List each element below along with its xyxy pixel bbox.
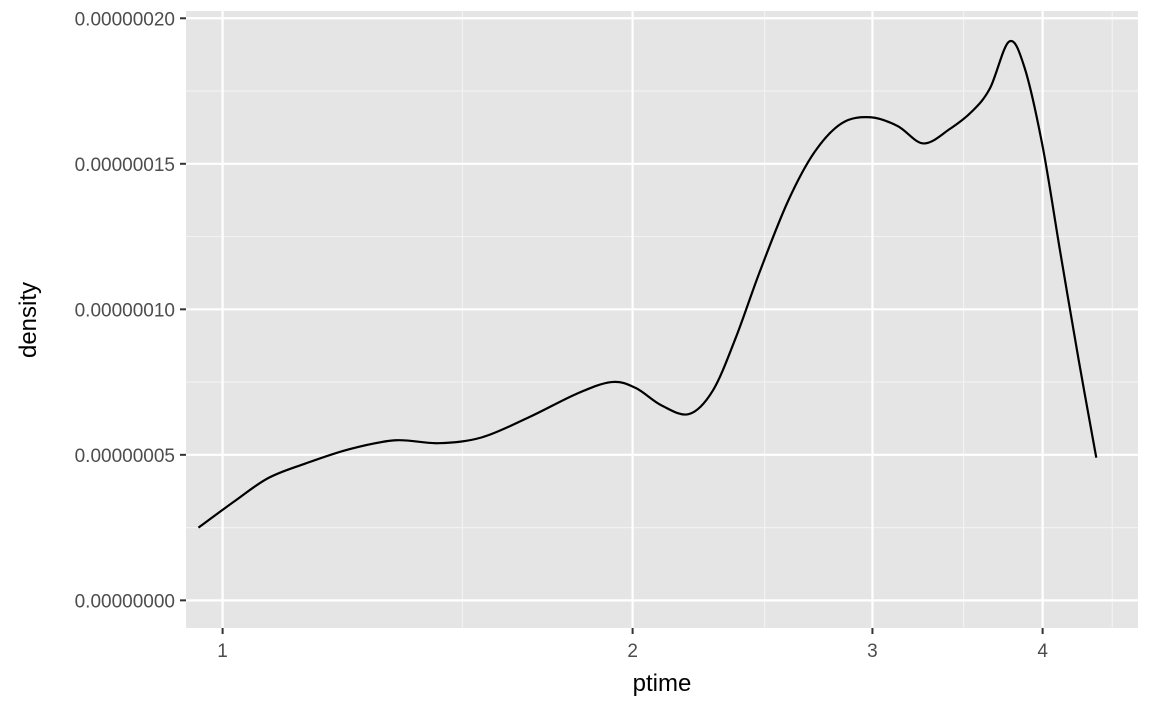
- x-tick-label: 4: [1037, 641, 1048, 662]
- minor-gridlines: [186, 11, 1138, 628]
- y-tick-label: 0.00000000: [75, 591, 175, 612]
- y-tick-label: 0.00000005: [75, 446, 175, 467]
- x-tick-label: 2: [627, 641, 638, 662]
- density-curve: [197, 39, 1098, 529]
- y-tick-label: 0.00000010: [75, 300, 175, 321]
- x-axis-title: ptime: [633, 670, 692, 697]
- y-tick-label: 0.00000015: [75, 155, 175, 176]
- x-axis: 1 2 3 4: [217, 628, 1048, 662]
- plot-panel: [186, 11, 1138, 628]
- y-tick-label: 0.00000020: [75, 9, 175, 30]
- x-tick-label: 3: [867, 641, 878, 662]
- x-tick-label: 1: [217, 641, 228, 662]
- y-axis-title: density: [15, 282, 42, 358]
- major-gridlines: [186, 11, 1138, 628]
- y-axis: 0.00000000 0.00000005 0.00000010 0.00000015…: [75, 9, 186, 612]
